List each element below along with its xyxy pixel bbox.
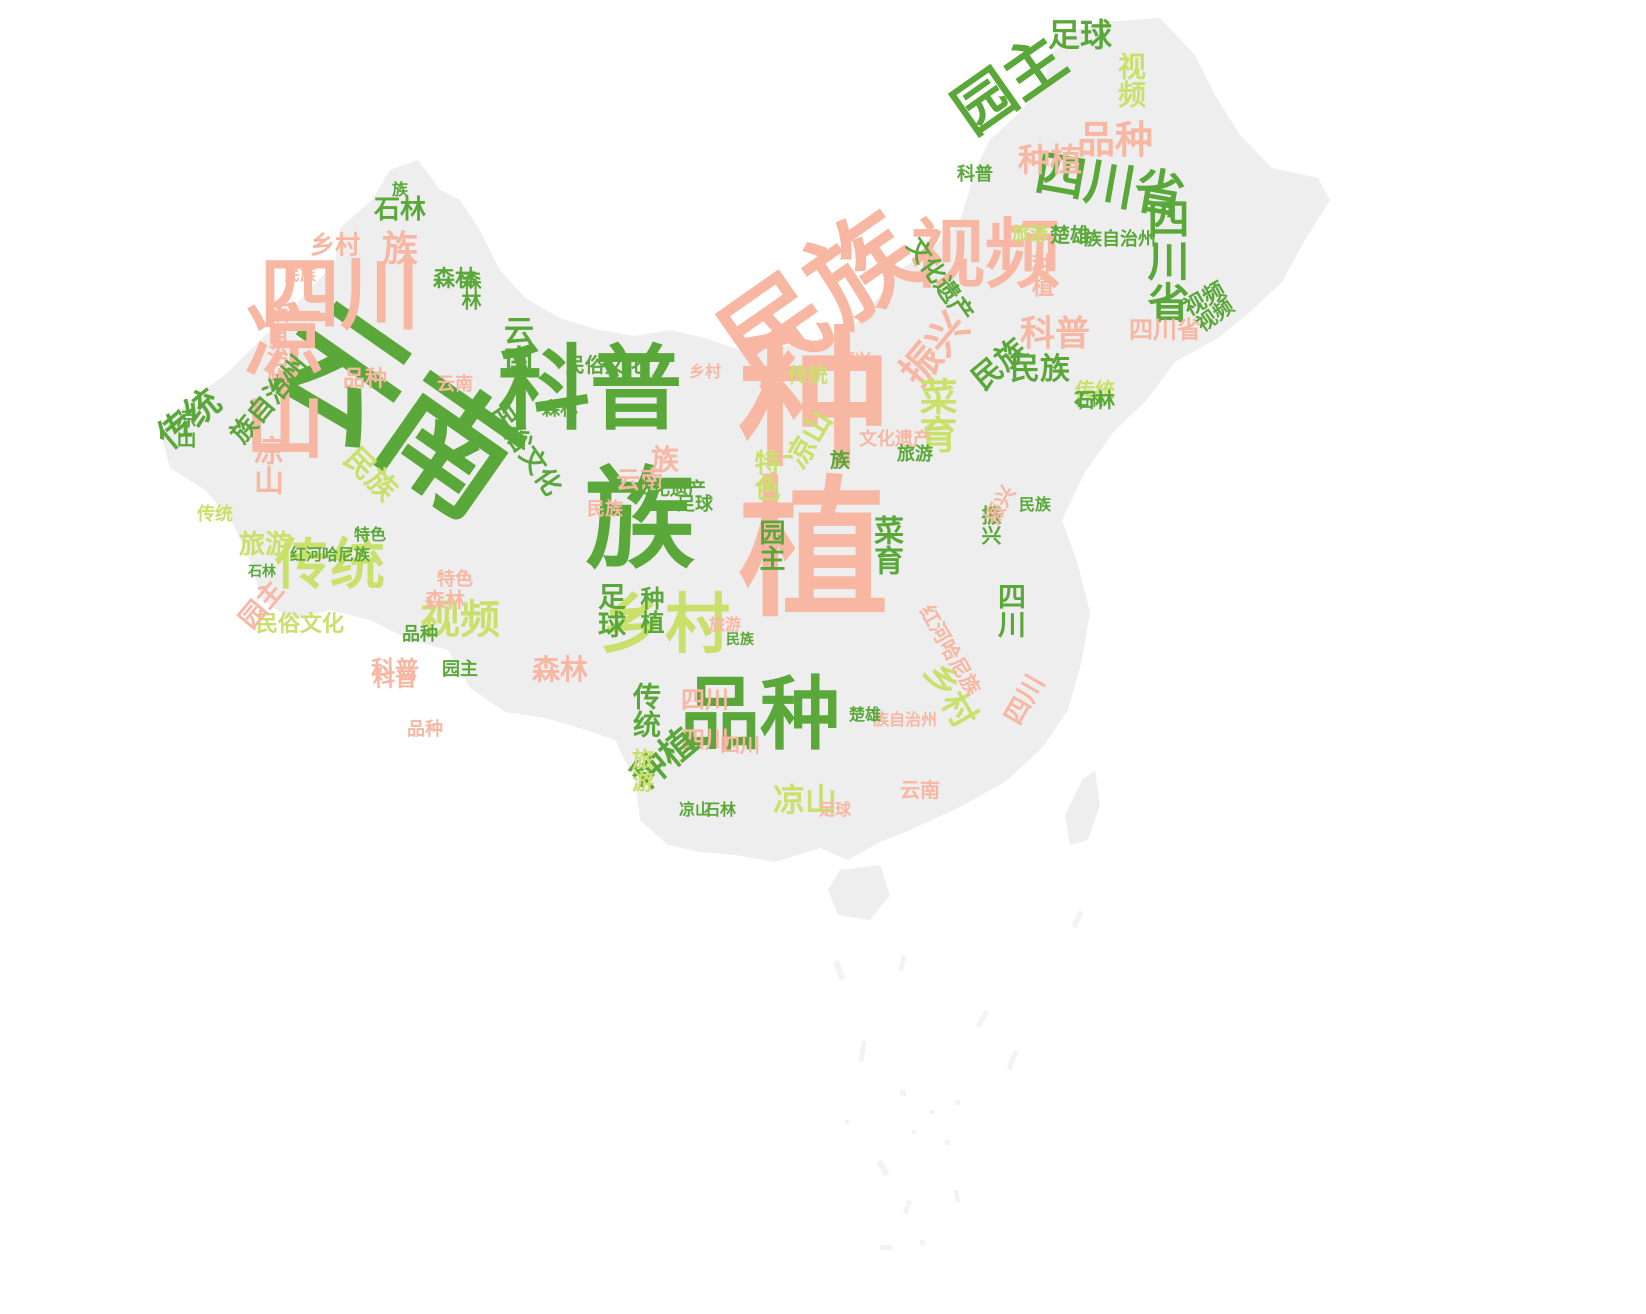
mainland-shape <box>160 18 1330 862</box>
cloud-word: 科普 <box>957 164 993 185</box>
cloud-word: 特色 <box>437 569 473 590</box>
cloud-word: 族 <box>391 180 409 199</box>
cloud-word: 品种 <box>407 719 443 740</box>
cloud-word: 红河哈尼族 <box>289 545 371 564</box>
cloud-word: 民俗文化 <box>255 612 345 637</box>
cloud-word: 凉山 <box>678 800 712 819</box>
cloud-word: 四川 <box>681 726 729 754</box>
cloud-word: 种植 <box>636 586 664 634</box>
cloud-word: 石林 <box>373 195 427 225</box>
cloud-word: 菜育 <box>913 377 957 453</box>
cloud-word: 民俗文化 <box>565 353 645 377</box>
cloud-word: 科普 <box>1019 314 1091 355</box>
cloud-word: 石林 <box>703 800 737 819</box>
cloud-word: 云南 <box>437 374 473 395</box>
cloud-word: 足球 <box>594 582 627 638</box>
cloud-word: 民族 <box>283 265 317 284</box>
cloud-word: 四川省 <box>1129 316 1201 344</box>
cloud-word: 旅游 <box>897 444 933 465</box>
south-sea-islands <box>832 909 1084 1250</box>
cloud-word: 旅游 <box>708 615 742 634</box>
cloud-word: 族 <box>585 456 695 584</box>
cloud-word: 科普 <box>372 667 418 692</box>
cloud-word: 族自治州 <box>1084 229 1156 250</box>
cloud-word: 文化遗产 <box>859 429 931 450</box>
cloud-word: 乡村 <box>309 230 361 260</box>
cloud-word: 足球 <box>677 494 713 515</box>
cloud-word: 石林 <box>248 564 276 580</box>
cloud-word: 森林 <box>531 653 589 686</box>
cloud-word: 园主 <box>755 519 785 571</box>
cloud-word: 特色 <box>750 449 780 501</box>
cloud-word: 振兴 <box>838 350 872 369</box>
cloud-word: 传统 <box>197 504 233 525</box>
cloud-word: 科普 <box>371 656 419 684</box>
cloud-word: 楚雄 <box>848 705 882 724</box>
cloud-word: 品种 <box>680 668 840 761</box>
cloud-word: 楚雄 <box>1050 223 1090 247</box>
cloud-word: 特色 <box>353 525 387 544</box>
cloud-word: 四川 <box>720 733 760 757</box>
cloud-word: 民族 <box>1010 352 1070 387</box>
cloud-word: 菜育 <box>868 515 903 575</box>
cloud-word: 旅游 <box>628 748 653 792</box>
cloud-word: 种植 <box>713 320 887 620</box>
cloud-word: 四川 <box>260 248 420 341</box>
cloud-word: 石林 <box>1073 390 1107 409</box>
cloud-word: 品种 <box>1076 118 1154 162</box>
cloud-word: 森林 <box>458 270 482 310</box>
cloud-word: 石林 <box>1075 388 1115 412</box>
cloud-word: 民族 <box>1018 495 1052 514</box>
cloud-word: 族 <box>650 443 680 476</box>
cloud-word: 种植 <box>1017 141 1083 179</box>
cloud-word: 传统 <box>788 363 828 387</box>
cloud-word: 云南 <box>616 466 664 494</box>
cloud-word: 森林 <box>542 399 578 420</box>
cloud-word: 足球 <box>1047 16 1113 54</box>
cloud-word: 视频 <box>909 210 1061 299</box>
cloud-word: 品种 <box>402 624 438 645</box>
cloud-word: 森林 <box>425 588 465 612</box>
taiwan-island <box>1065 770 1100 845</box>
cloud-word: 传统 <box>1075 378 1115 402</box>
cloud-word: 凉山 <box>772 781 838 819</box>
cloud-word: 四川 <box>681 686 729 714</box>
cloud-word: 族自治州 <box>872 710 938 729</box>
cloud-word: 乡村 <box>599 587 731 663</box>
cloud-word: 视频 <box>1114 52 1147 108</box>
cloud-word: 民族 <box>587 499 623 520</box>
cloud-word: 凉山 <box>173 408 197 448</box>
cloud-word: 园主 <box>442 659 478 680</box>
cloud-word: 旅游 <box>238 530 292 560</box>
cloud-word: 品种 <box>342 367 388 392</box>
cloud-word: 族自治州 <box>263 301 288 389</box>
cloud-word: 乡村 <box>688 362 722 381</box>
cloud-word: 文化遗产 <box>634 479 706 500</box>
cloud-word: 四川省 <box>1141 197 1190 323</box>
cloud-word: 族 <box>381 229 419 270</box>
cloud-word: 传统 <box>629 682 662 738</box>
cloud-word: 振兴 <box>978 505 1002 545</box>
cloud-word: 凉山 <box>248 435 283 495</box>
cloud-word: 种植 <box>1028 253 1053 297</box>
cloud-word: 足球 <box>818 800 852 819</box>
cloud-word: 云南 <box>900 778 940 802</box>
cloud-word: 凉山 <box>232 300 325 460</box>
cloud-word: 视频 <box>420 597 500 643</box>
cloud-word: 科普 <box>497 336 683 443</box>
cloud-word: 森林 <box>432 267 478 292</box>
cloud-word: 族 <box>830 448 850 472</box>
cloud-word: 四川 <box>994 582 1027 638</box>
cloud-word: 传统 <box>274 532 386 597</box>
cloud-word: 民族 <box>726 632 754 648</box>
hainan-island <box>828 865 890 920</box>
cloud-word: 云南 <box>498 315 533 375</box>
cloud-word: 旅游 <box>1012 224 1048 245</box>
